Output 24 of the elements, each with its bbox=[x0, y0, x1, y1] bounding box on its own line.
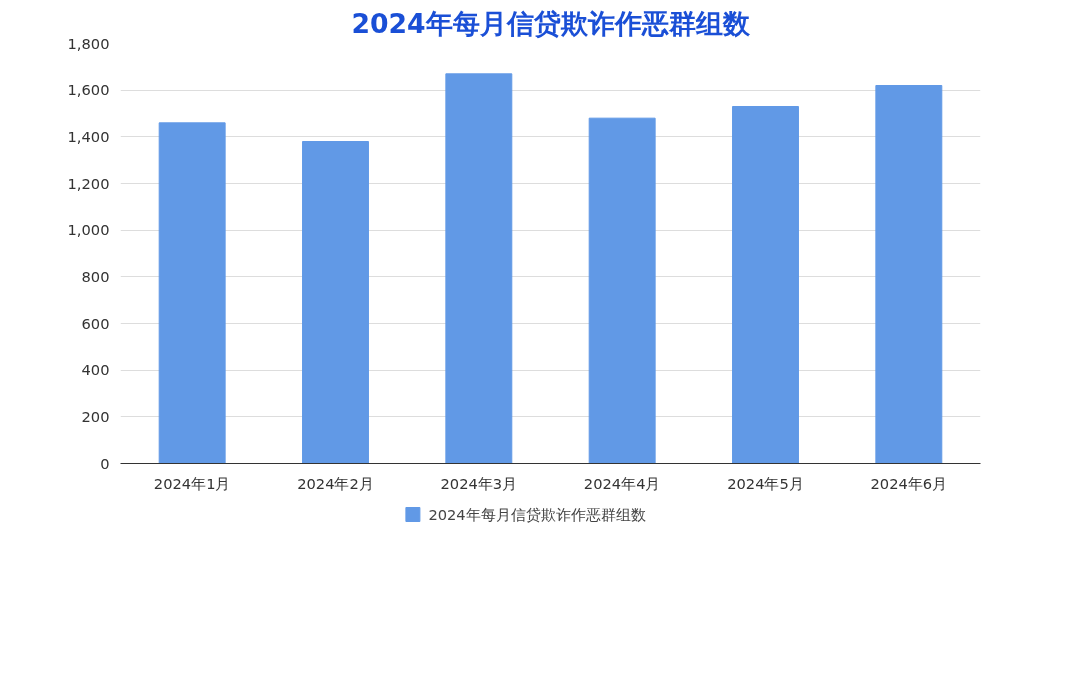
y-tick-label: 400 bbox=[81, 361, 110, 379]
y-tick-label: 1,000 bbox=[67, 221, 110, 239]
y-tick-label: 1,600 bbox=[67, 81, 110, 99]
bar bbox=[875, 85, 943, 464]
y-tick-label: 1,800 bbox=[67, 34, 110, 52]
y-tick-label: 1,400 bbox=[67, 127, 110, 145]
y-tick-label: 200 bbox=[81, 407, 110, 425]
x-tick-label: 2024年1月 bbox=[153, 474, 231, 492]
bar bbox=[588, 117, 656, 464]
bar bbox=[732, 106, 799, 464]
y-tick-label: 600 bbox=[81, 314, 110, 332]
x-tick-label: 2024年6月 bbox=[870, 474, 948, 492]
legend-label: 2024年每月信贷欺诈作恶群组数 bbox=[428, 506, 646, 523]
x-tick-label: 2024年2月 bbox=[297, 474, 374, 492]
bar bbox=[445, 73, 513, 464]
x-tick-label: 2024年4月 bbox=[583, 474, 661, 492]
bar bbox=[302, 141, 369, 464]
y-tick-label: 800 bbox=[81, 267, 110, 285]
chart-title: 2024年每月信贷欺诈作恶群组数 bbox=[351, 7, 751, 39]
y-tick-label: 1,200 bbox=[67, 174, 110, 192]
x-tick-label: 2024年3月 bbox=[440, 474, 518, 492]
x-tick-label: 2024年5月 bbox=[727, 474, 804, 492]
bar bbox=[158, 122, 226, 464]
y-tick-label: 0 bbox=[100, 454, 110, 472]
